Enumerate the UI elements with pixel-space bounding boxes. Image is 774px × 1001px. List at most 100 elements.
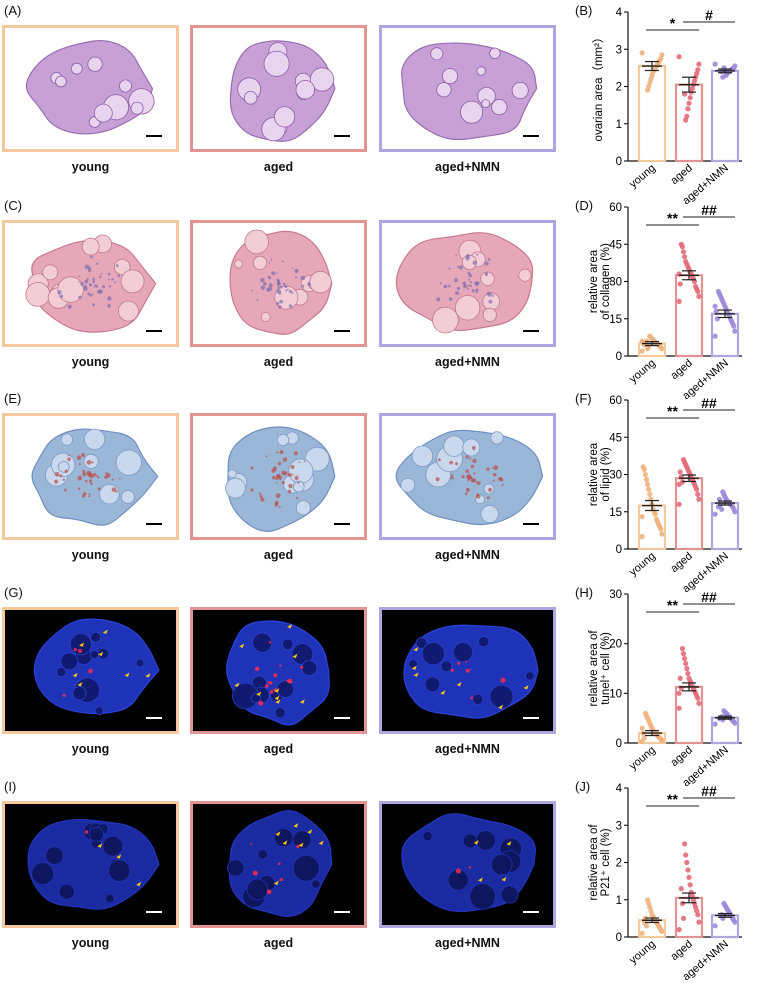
data-point	[676, 927, 682, 933]
data-point	[693, 283, 699, 290]
data-point	[680, 249, 687, 255]
arrowhead-icon	[299, 699, 305, 704]
follicle	[281, 638, 294, 651]
data-point	[686, 675, 692, 681]
follicle	[462, 438, 481, 457]
panel-label: (B)	[575, 3, 593, 18]
data-point	[680, 651, 687, 657]
follicle	[90, 631, 102, 643]
data-point	[659, 531, 665, 537]
follicle	[81, 237, 100, 256]
data-point	[639, 50, 645, 56]
data-point	[713, 308, 719, 314]
arrowhead-icon	[116, 854, 122, 859]
follicle	[60, 652, 79, 671]
follicle	[292, 830, 312, 850]
arrowhead-icon	[124, 672, 130, 677]
data-point	[676, 481, 682, 487]
arrowhead-icon	[102, 629, 108, 634]
follicle	[58, 883, 75, 900]
y-axis-label: of lipid (%)	[600, 447, 612, 501]
follicle	[309, 270, 332, 294]
significance-marker: ##	[701, 589, 717, 605]
follicle	[292, 854, 320, 882]
follicle	[301, 660, 318, 676]
y-tick-label: 0	[616, 544, 622, 556]
y-tick-label: 45	[609, 432, 622, 444]
significance-marker: **	[667, 597, 678, 613]
arrowhead-icon	[440, 690, 446, 695]
follicle	[432, 306, 459, 334]
arrowhead-icon	[282, 840, 288, 845]
follicle	[56, 667, 67, 678]
arrowhead-icon	[275, 831, 281, 836]
follicle	[252, 255, 268, 271]
data-point	[685, 106, 691, 112]
panel-label: (F)	[575, 391, 592, 406]
category-label: young	[627, 550, 658, 578]
category-label: young	[627, 938, 658, 966]
section-image-young	[2, 413, 179, 540]
section-image-young	[2, 25, 179, 152]
data-point	[712, 61, 718, 67]
follicle	[135, 658, 145, 668]
data-point	[683, 852, 689, 858]
arrowhead-icon	[501, 876, 507, 882]
section-image-aged-nmn	[379, 25, 556, 152]
follicle	[250, 692, 262, 704]
data-point	[712, 511, 718, 517]
section-image-young	[2, 801, 179, 928]
data-point	[646, 486, 652, 492]
arrowhead-icon	[473, 840, 479, 845]
follicle	[443, 435, 465, 457]
follicle	[276, 680, 295, 698]
y-axis-label: tunel⁺ cell (%)	[600, 632, 612, 705]
follicle	[119, 79, 133, 93]
arrowhead-icon	[477, 877, 483, 882]
follicle	[45, 846, 64, 865]
data-point	[676, 54, 682, 60]
y-tick-label: 15	[609, 314, 622, 326]
data-point	[721, 900, 727, 907]
bar-aged-nmn	[710, 69, 740, 163]
panel-label: (A)	[4, 3, 22, 18]
arrowhead-icon	[307, 829, 313, 834]
follicle	[120, 269, 145, 294]
follicle	[114, 258, 131, 276]
arrowhead-icon	[292, 653, 298, 659]
group-caption: aged	[263, 355, 294, 369]
follicle	[411, 445, 434, 467]
section-image-aged-nmn	[379, 220, 556, 347]
follicle	[252, 632, 273, 653]
y-tick-label: 30	[609, 589, 622, 601]
follicle	[525, 671, 535, 681]
y-tick-label: 15	[609, 507, 622, 519]
arrowhead-icon	[239, 643, 245, 648]
follicle	[274, 707, 286, 719]
scale-bar	[334, 717, 350, 719]
significance-marker: **	[667, 403, 678, 419]
panel-label: (E)	[4, 391, 22, 406]
data-point	[732, 328, 738, 334]
data-point	[639, 725, 645, 731]
arrowhead-icon	[274, 695, 280, 701]
follicle	[83, 453, 99, 469]
data-point	[676, 705, 682, 711]
arrowhead-icon	[498, 704, 503, 710]
data-point	[712, 333, 718, 339]
category-label: young	[627, 162, 658, 190]
follicle	[424, 676, 441, 693]
follicle	[225, 477, 246, 499]
data-point	[683, 660, 689, 667]
follicle	[260, 312, 271, 323]
group-caption: aged	[263, 742, 294, 756]
data-point	[645, 897, 651, 903]
panel-label: (D)	[575, 198, 594, 213]
scale-bar	[146, 717, 162, 719]
bar-chart: 0 1 2 3 4 relative area of P21⁺ cell (%) young a…	[588, 780, 752, 983]
section-image-young	[2, 220, 179, 347]
arrowhead-icon	[293, 823, 299, 828]
section-image-aged	[190, 413, 367, 540]
data-point	[682, 254, 688, 260]
data-point	[696, 293, 702, 299]
